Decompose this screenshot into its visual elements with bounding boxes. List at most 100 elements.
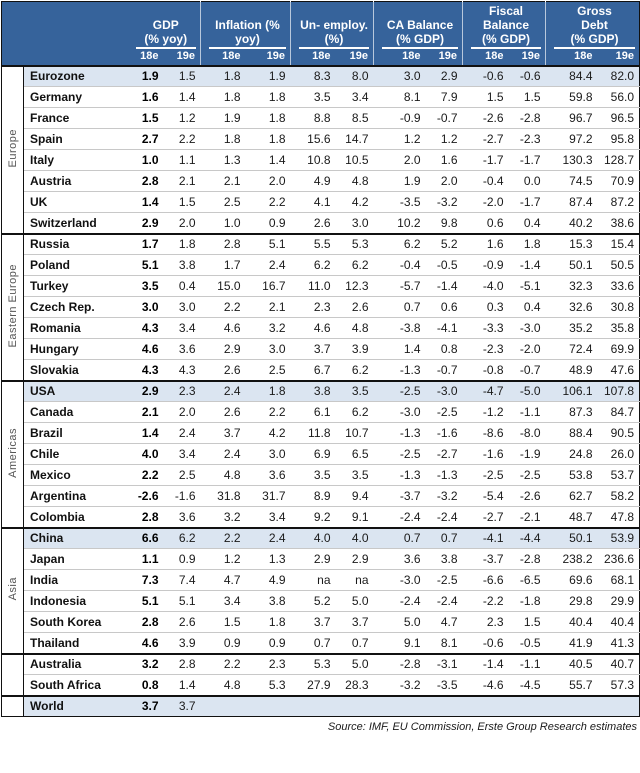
value-cell: 31.7 <box>245 485 291 507</box>
table-row: South Africa 0.8 1.4 4.8 5.3 27.9 28.3 -3.2 -3.5… <box>2 674 640 696</box>
value-cell: -8.0 <box>508 422 546 444</box>
value-cell: 2.5 <box>163 464 201 486</box>
group-label: Americas <box>1 380 24 528</box>
value-cell: 6.2 <box>335 401 374 423</box>
value-cell: 236.6 <box>597 548 640 570</box>
value-cell: 0.7 <box>425 527 463 549</box>
table-header: GDP (% yoy) Inflation (% yoy) Un- employ. (%)… <box>1 1 640 66</box>
value-cell: 2.2 <box>200 653 246 675</box>
table-row: Thailand 4.6 3.9 0.9 0.9 0.7 0.7 9.1 8.1 -0.6 -0.5… <box>2 632 640 654</box>
value-cell: 56.0 <box>597 86 640 108</box>
value-cell: 6.2 <box>290 254 336 276</box>
value-cell: 24.8 <box>545 443 598 465</box>
value-cell: 3.5 <box>290 86 336 108</box>
value-cell: -2.6 <box>462 107 509 129</box>
value-cell: 2.8 <box>127 506 164 528</box>
subcol-header-inflation-19e: 19e <box>245 48 292 66</box>
value-cell: 87.4 <box>545 191 598 213</box>
value-cell: 2.4 <box>163 422 201 444</box>
value-cell: 4.3 <box>127 317 164 339</box>
value-cell: 2.9 <box>335 548 374 570</box>
value-cell: -1.3 <box>373 464 426 486</box>
value-cell: -1.8 <box>508 590 546 612</box>
value-cell: 48.9 <box>545 359 598 381</box>
value-cell: 1.6 <box>425 149 463 171</box>
value-cell: 2.8 <box>163 653 201 675</box>
country-group-asia: Asia China 6.6 6.2 2.2 2.4 4.0 4.0 0.7 0.7 -4.1 -4.… <box>1 527 640 654</box>
table-row: Brazil 1.4 2.4 3.7 4.2 11.8 10.7 -1.3 -1.6 -8.6 -8… <box>2 422 640 444</box>
value-cell: -0.7 <box>425 107 463 129</box>
value-cell: -1.4 <box>425 275 463 297</box>
value-cell: 1.0 <box>127 149 164 171</box>
value-cell: -2.3 <box>508 128 546 150</box>
value-cell: 107.8 <box>597 380 640 402</box>
value-cell: 1.4 <box>127 191 164 213</box>
value-cell: 15.6 <box>290 128 336 150</box>
value-cell: 7.3 <box>127 569 164 591</box>
value-cell: 3.6 <box>163 506 201 528</box>
country-cell: Italy <box>23 149 128 171</box>
column-group-label: Inflation (% yoy) <box>209 2 287 49</box>
value-cell: 0.0 <box>508 170 546 192</box>
value-cell: -2.5 <box>425 401 463 423</box>
value-cell: 48.7 <box>545 506 598 528</box>
value-cell: 6.6 <box>127 527 164 549</box>
value-cell: 53.8 <box>545 464 598 486</box>
value-cell: -2.5 <box>508 464 546 486</box>
value-cell: 50.1 <box>545 254 598 276</box>
value-cell: 57.3 <box>597 674 640 696</box>
column-group-header-ca_balance: CA Balance (% GDP) <box>373 1 464 49</box>
value-cell: 5.3 <box>290 653 336 675</box>
table-row: Eastern Europe Russia 1.7 1.8 2.8 5.1 5.5 5.3 6.… <box>1 233 640 381</box>
value-cell: 1.6 <box>462 233 509 255</box>
value-cell: 2.9 <box>200 338 246 360</box>
value-cell: 53.9 <box>597 527 640 549</box>
value-cell: 3.2 <box>200 506 246 528</box>
value-cell: -3.7 <box>373 485 426 507</box>
value-cell: 2.8 <box>127 170 164 192</box>
value-cell: 1.8 <box>245 107 291 129</box>
value-cell: 2.6 <box>200 359 246 381</box>
value-cell: -3.7 <box>462 548 509 570</box>
country-cell: Australia <box>23 653 128 675</box>
value-cell: 5.2 <box>425 233 463 255</box>
column-group-label: Un- employ. (%) <box>299 2 370 49</box>
value-cell: 40.2 <box>545 212 598 234</box>
value-cell: 2.7 <box>127 128 164 150</box>
value-cell: 1.5 <box>127 107 164 129</box>
value-cell: 1.3 <box>200 149 246 171</box>
value-cell: -3.8 <box>373 317 426 339</box>
value-cell: -1.6 <box>425 422 463 444</box>
value-cell: 31.8 <box>200 485 246 507</box>
value-cell: 41.3 <box>597 632 640 654</box>
value-cell: 4.0 <box>290 527 336 549</box>
value-cell: 5.1 <box>245 233 291 255</box>
country-cell: South Africa <box>23 674 128 696</box>
value-cell: 84.4 <box>545 65 598 87</box>
country-cell: Russia <box>23 233 128 255</box>
country-cell: Turkey <box>23 275 128 297</box>
value-cell: 2.0 <box>163 401 201 423</box>
value-cell: 7.9 <box>425 86 463 108</box>
value-cell: 2.3 <box>462 611 509 633</box>
value-cell: 2.3 <box>163 380 201 402</box>
value-cell: 4.0 <box>127 443 164 465</box>
value-cell: 1.2 <box>425 128 463 150</box>
value-cell: 2.4 <box>245 527 291 549</box>
value-cell: 0.4 <box>163 275 201 297</box>
value-cell: 4.2 <box>245 422 291 444</box>
value-cell: -3.0 <box>373 569 426 591</box>
value-cell: 0.7 <box>373 296 426 318</box>
value-cell: 50.1 <box>545 527 598 549</box>
economic-indicators-table: GDP (% yoy) Inflation (% yoy) Un- employ. (%)… <box>1 1 640 717</box>
value-cell: -6.5 <box>508 569 546 591</box>
value-cell: -2.5 <box>462 464 509 486</box>
value-cell: 2.2 <box>127 464 164 486</box>
value-cell: -2.5 <box>425 569 463 591</box>
value-cell: 82.0 <box>597 65 640 87</box>
value-cell: 2.9 <box>127 380 164 402</box>
value-cell: 27.9 <box>290 674 336 696</box>
value-cell: 1.9 <box>200 107 246 129</box>
value-cell: 1.4 <box>163 674 201 696</box>
table-row: Mexico 2.2 2.5 4.8 3.6 3.5 3.5 -1.3 -1.3 -2.5 -2.5… <box>2 464 640 486</box>
